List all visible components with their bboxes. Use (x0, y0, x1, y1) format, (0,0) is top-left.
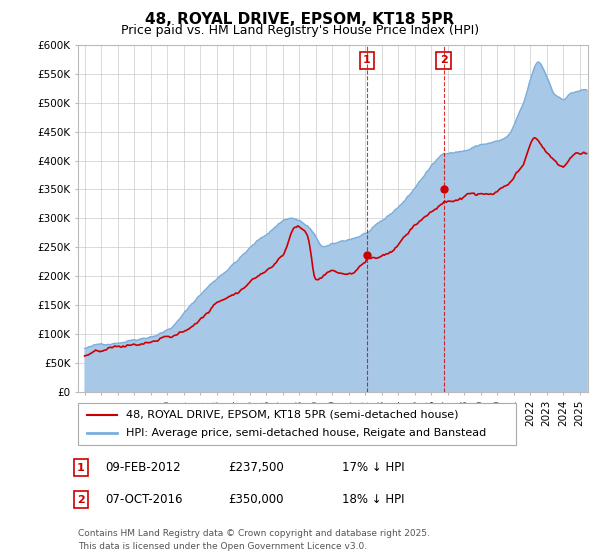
Text: Price paid vs. HM Land Registry's House Price Index (HPI): Price paid vs. HM Land Registry's House … (121, 24, 479, 37)
Text: 09-FEB-2012: 09-FEB-2012 (105, 461, 181, 474)
Text: 18% ↓ HPI: 18% ↓ HPI (342, 493, 404, 506)
Text: 48, ROYAL DRIVE, EPSOM, KT18 5PR (semi-detached house): 48, ROYAL DRIVE, EPSOM, KT18 5PR (semi-d… (126, 410, 458, 420)
Text: 17% ↓ HPI: 17% ↓ HPI (342, 461, 404, 474)
Text: HPI: Average price, semi-detached house, Reigate and Banstead: HPI: Average price, semi-detached house,… (126, 428, 487, 438)
Text: 48, ROYAL DRIVE, EPSOM, KT18 5PR: 48, ROYAL DRIVE, EPSOM, KT18 5PR (145, 12, 455, 27)
Text: 1: 1 (77, 463, 85, 473)
Text: 2: 2 (440, 55, 448, 66)
Text: Contains HM Land Registry data © Crown copyright and database right 2025.
This d: Contains HM Land Registry data © Crown c… (78, 529, 430, 550)
Text: 2: 2 (77, 494, 85, 505)
Text: £350,000: £350,000 (228, 493, 284, 506)
Text: 1: 1 (363, 55, 371, 66)
Text: £237,500: £237,500 (228, 461, 284, 474)
Text: 07-OCT-2016: 07-OCT-2016 (105, 493, 182, 506)
FancyBboxPatch shape (78, 403, 516, 445)
